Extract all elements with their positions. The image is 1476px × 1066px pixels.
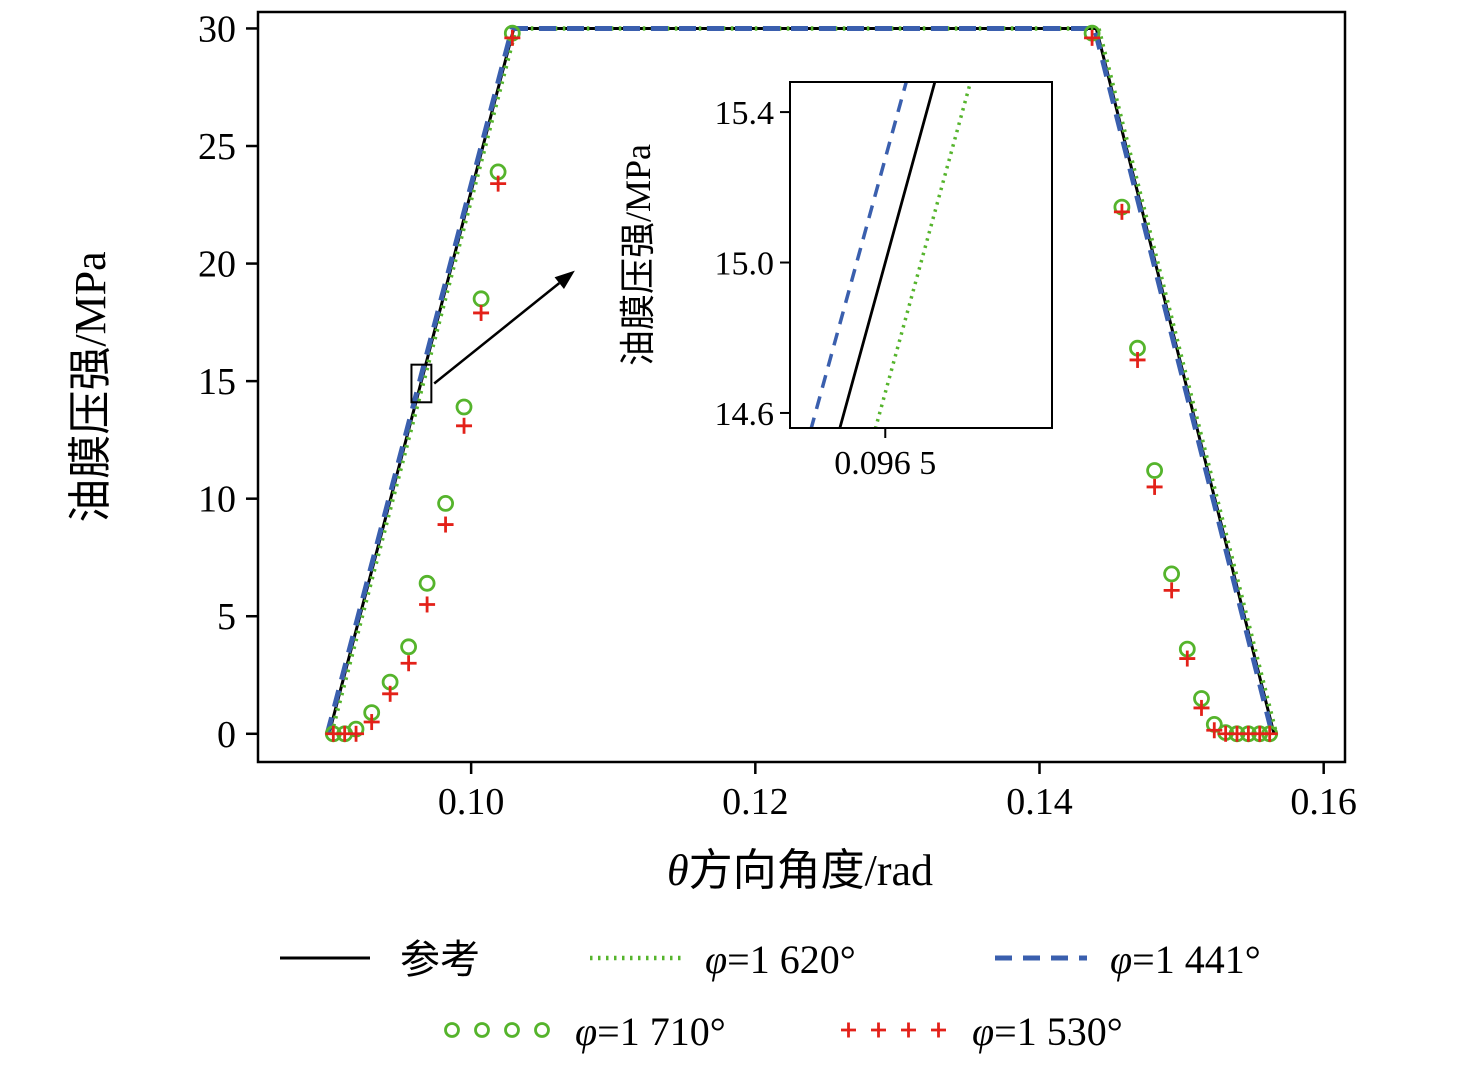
plus-markers-sample-icon [841,1022,946,1038]
legend-label-symbol: φ [705,937,727,982]
legend-label-phi-1710: φ=1 710° [575,1009,726,1054]
y-tick-label: 20 [198,244,236,286]
legend-label-text: =1 620° [727,937,856,982]
y-tick-label: 30 [198,8,236,50]
inset-y-tick-label: 15.4 [715,95,775,132]
x-tick-label: 0.10 [438,781,505,823]
legend-item-reference: 参考 [280,937,480,982]
legend-item-phi-1441: φ=1 441° [995,937,1261,982]
legend-label-phi-1620: φ=1 620° [705,937,856,982]
y-axis-label: 油膜压强/MPa [66,251,115,522]
zoom-arrow-head [554,270,575,289]
zoom-region-rect [410,363,433,404]
legend-label-symbol: φ [972,1009,994,1054]
x-axis-label: θ方向角度/rad [667,846,933,895]
y-tick-label: 15 [198,361,236,403]
inset-y-tick-label: 15.0 [715,246,775,283]
legend-label-text: =1 710° [597,1009,726,1054]
inset-y-tick-label: 14.6 [715,396,775,433]
inset-frame [789,81,1053,429]
legend-label-symbol: φ [575,1009,597,1054]
legend-item-phi-1620: φ=1 620° [590,937,856,982]
y-tick-label: 0 [217,714,236,756]
y-tick-label: 5 [217,596,236,638]
x-tick-label: 0.14 [1006,781,1073,823]
series-markers-phi-1530 [325,29,1278,742]
legend-label-phi-1530: φ=1 530° [972,1009,1123,1054]
x-axis-label-text: 方向角度/rad [689,846,933,895]
y-tick-label: 25 [198,126,236,168]
circle-markers-sample-icon [444,1022,550,1038]
inset-x-tick-label: 0.096 5 [834,445,936,482]
legend-item-phi-1530: φ=1 530° [841,1009,1123,1054]
y-tick-label: 10 [198,479,236,521]
inset-background [790,82,1052,428]
x-tick-label: 0.16 [1290,781,1357,823]
legend-item-phi-1710: φ=1 710° [444,1009,726,1054]
legend-label-phi-1441: φ=1 441° [1110,937,1261,982]
legend-label-text: =1 530° [994,1009,1123,1054]
legend-label-symbol: φ [1110,937,1132,982]
axes-frame [256,10,1347,764]
series-line-phi-1441 [324,26,1275,735]
x-axis-label-symbol: θ [667,846,689,895]
zoom-arrow-line [433,282,561,385]
legend-label-text: 参考 [400,937,480,982]
legend-label-text: =1 441° [1132,937,1261,982]
legend-label-reference: 参考 [400,937,480,982]
inset-y-axis-label: 油膜压强/MPa [618,144,658,366]
legend: 参考 φ=1 620° φ=1 441° φ=1 710° [280,937,1261,1054]
x-tick-label: 0.12 [722,781,789,823]
